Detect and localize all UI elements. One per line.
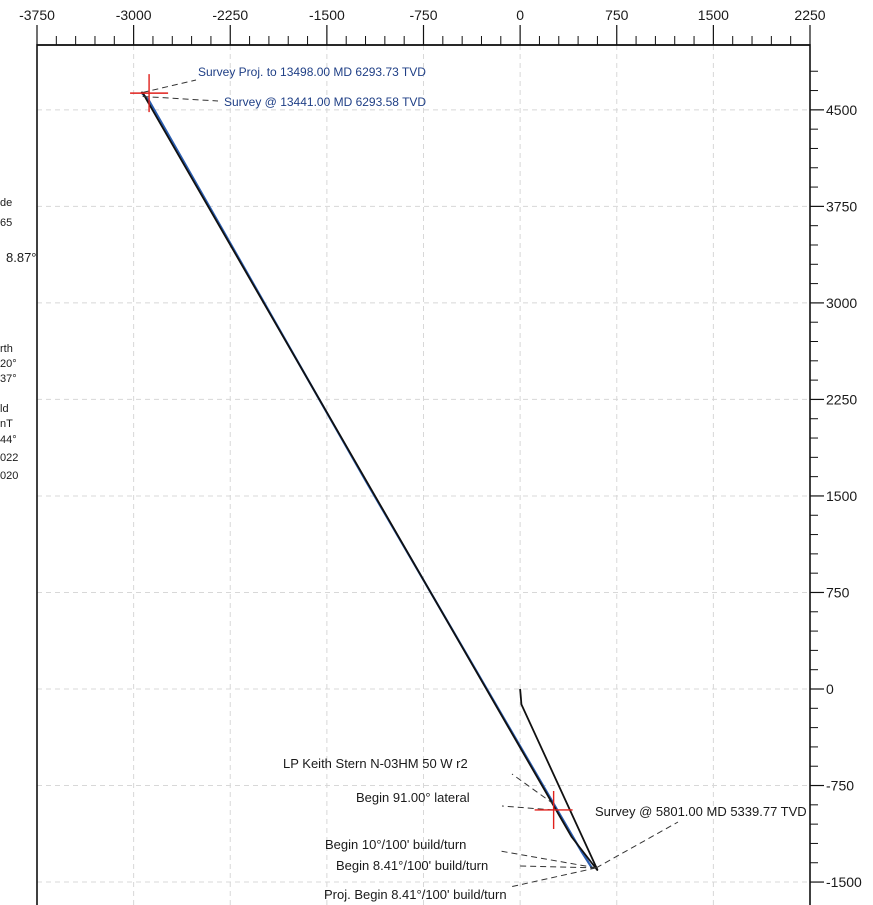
x-tick-label: -3000 xyxy=(116,7,152,23)
leader-lp xyxy=(511,773,554,805)
leader-survey-proj xyxy=(142,79,197,93)
annotation-begin-lateral: Begin 91.00° lateral xyxy=(356,790,470,805)
y-axis: 4500 3750 3000 2250 1500 750 0 -750 -1500 xyxy=(810,70,862,890)
leader-begin-8-41 xyxy=(519,865,597,869)
x-tick-label: -1500 xyxy=(309,7,345,23)
survey-marker-landing xyxy=(534,790,573,829)
annotation-begin-10: Begin 10°/100' build/turn xyxy=(325,837,466,852)
y-tick-label: 750 xyxy=(826,584,850,600)
x-tick-label: -2250 xyxy=(212,7,248,23)
y-tick-label: 3000 xyxy=(826,295,857,311)
side-text-3: 8.87° xyxy=(6,250,37,265)
y-tick-label: 4500 xyxy=(826,102,857,118)
side-text-4: rth xyxy=(0,343,13,355)
leader-begin-10 xyxy=(499,850,597,869)
annotation-survey-proj: Survey Proj. to 13498.00 MD 6293.73 TVD xyxy=(198,65,426,79)
y-tick-label: -750 xyxy=(826,778,854,794)
annotation-lp: LP Keith Stern N-03HM 50 W r2 xyxy=(283,756,468,771)
x-tick-label: -750 xyxy=(409,7,437,23)
leader-proj-begin-8-41 xyxy=(509,867,597,888)
y-tick-label: 0 xyxy=(826,681,834,697)
annotation-proj-begin-8-41: Proj. Begin 8.41°/100' build/turn xyxy=(324,887,507,902)
side-text-6: 37° xyxy=(0,373,17,385)
annotation-survey-5801: Survey @ 5801.00 MD 5339.77 TVD xyxy=(595,804,807,819)
y-tick-label: -1500 xyxy=(826,874,862,890)
side-text-9: 44° xyxy=(0,434,17,446)
y-tick-label: 2250 xyxy=(826,391,857,407)
x-tick-label: -3750 xyxy=(19,7,55,23)
side-text-2: 65 xyxy=(0,217,12,229)
survey-markers xyxy=(130,74,573,829)
grid-lines xyxy=(37,45,810,905)
leader-survey-5801 xyxy=(595,821,679,869)
x-tick-label: 2250 xyxy=(794,7,825,23)
well-path-series xyxy=(140,91,599,871)
side-text-8: nT xyxy=(0,418,13,430)
side-text-7: ld xyxy=(0,403,9,415)
x-tick-label: 750 xyxy=(605,7,629,23)
annotation-survey-13441: Survey @ 13441.00 MD 6293.58 TVD xyxy=(224,95,426,109)
well-path-plan-line xyxy=(140,91,599,871)
y-tick-label: 3750 xyxy=(826,198,857,214)
leader-survey-13441 xyxy=(142,95,219,102)
x-tick-label: 0 xyxy=(516,7,524,23)
side-text-11: 020 xyxy=(0,470,18,482)
y-tick-label: 1500 xyxy=(826,488,857,504)
side-text-10: 022 xyxy=(0,452,18,464)
survey-marker-end xyxy=(130,74,169,113)
annotation-leaders xyxy=(142,79,679,888)
annotation-begin-8-41: Begin 8.41°/100' build/turn xyxy=(336,858,488,873)
leader-begin-lateral xyxy=(501,805,554,811)
x-tick-label: 1500 xyxy=(698,7,729,23)
side-text-5: 20° xyxy=(0,358,17,370)
x-axis: -3750 -3000 -2250 -1500 -750 0 750 1500 2250 xyxy=(19,7,826,46)
side-text-1: de xyxy=(0,197,12,209)
